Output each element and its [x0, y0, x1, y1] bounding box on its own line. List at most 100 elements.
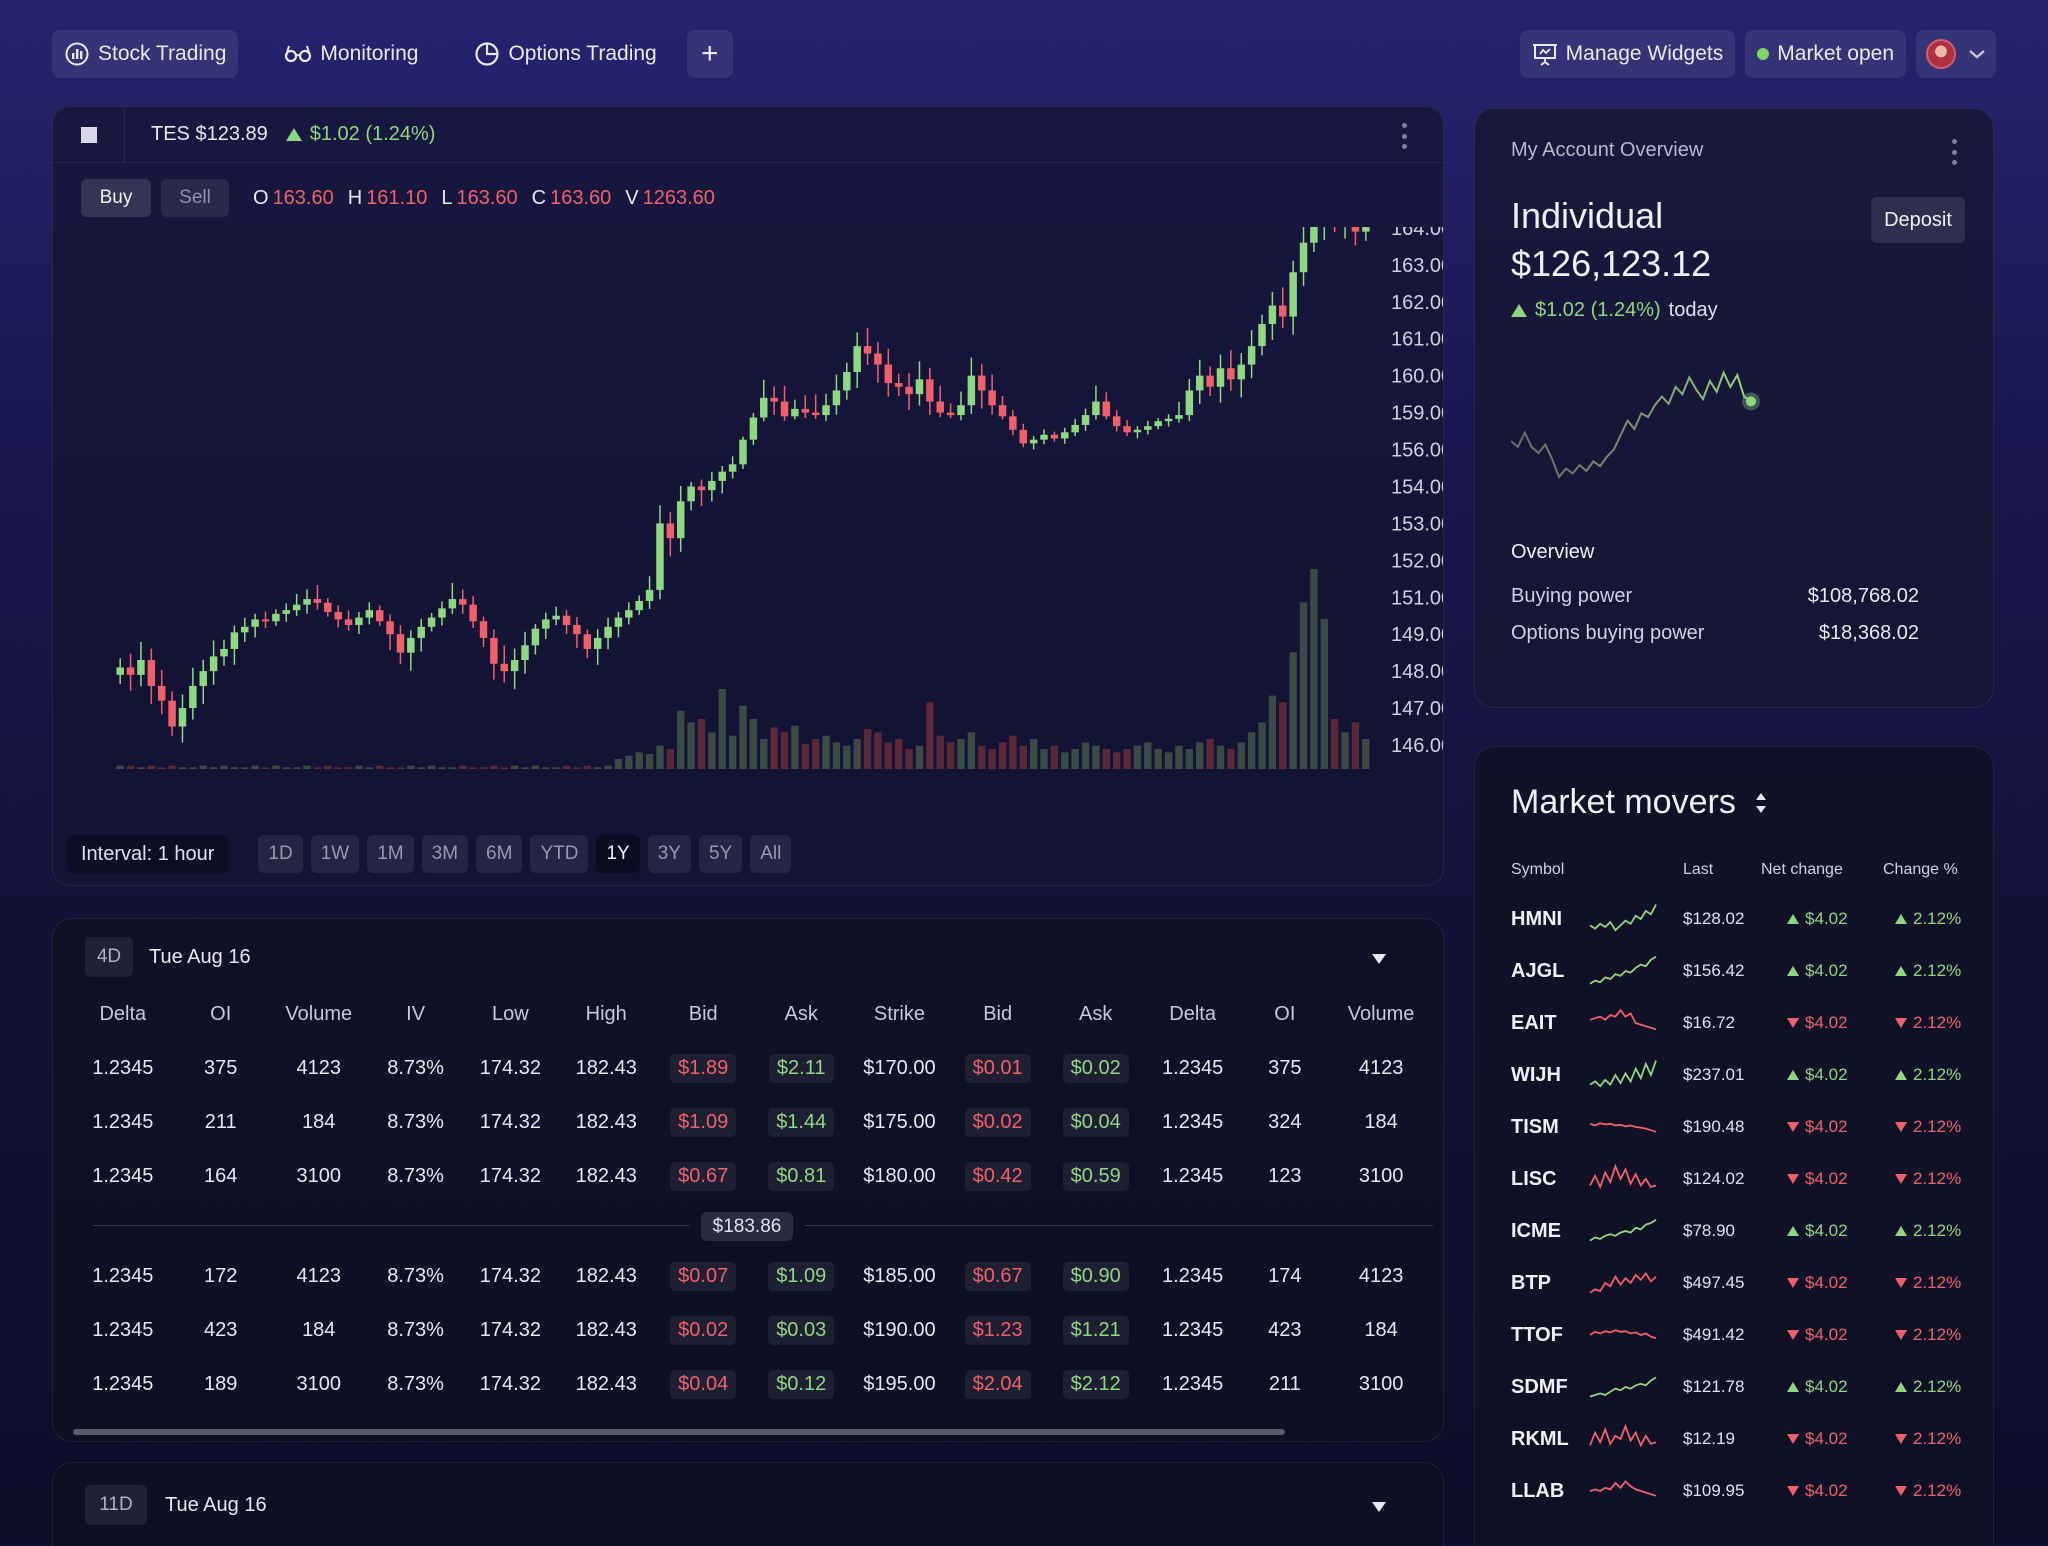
caret-down-icon[interactable]	[1371, 1501, 1387, 1513]
movers-header: Symbol Last Net change Change %	[1511, 861, 1971, 885]
option-row[interactable]: 1.2345 423 184 8.73% 174.32 182.43 $0.02 $0.03 $…	[73, 1303, 1433, 1357]
mover-row[interactable]: HMNI $128.02 $4.02 2.12%	[1511, 899, 1971, 939]
ohlcv-value: 163.60	[456, 186, 518, 209]
add-tab-button[interactable]: +	[686, 30, 733, 78]
sell-button[interactable]: Sell	[161, 179, 229, 217]
mover-row[interactable]: WIJH $237.01 $4.02 2.12%	[1511, 1055, 1971, 1095]
ask-value[interactable]: $0.03	[768, 1315, 835, 1345]
bid-value[interactable]: $1.09	[670, 1107, 737, 1137]
user-menu-button[interactable]	[1916, 30, 1996, 78]
market-status-label: Market open	[1777, 42, 1894, 65]
cell-value: $170.00	[863, 1056, 936, 1079]
mover-row[interactable]: ICME $78.90 $4.02 2.12%	[1511, 1211, 1971, 1251]
volume-bar	[220, 765, 228, 769]
mover-sparkline	[1589, 955, 1657, 985]
sparkline-path	[1589, 1376, 1657, 1398]
ohlcv-readout: O 163.60 H 161.10 L 163.60 C 163.60 V 1263.60	[253, 187, 715, 210]
option-row[interactable]: 1.2345 211 184 8.73% 174.32 182.43 $1.09 $1.44 $…	[73, 1095, 1433, 1149]
ask-value[interactable]: $1.09	[768, 1261, 835, 1291]
mover-row[interactable]: SDMF $121.78 $4.02 2.12%	[1511, 1367, 1971, 1407]
option-cell: 3100	[1329, 1357, 1433, 1411]
more-options-icon[interactable]	[1401, 123, 1407, 149]
mover-row[interactable]: AJGL $156.42 $4.02 2.12%	[1511, 951, 1971, 991]
ask-value[interactable]: $2.11	[768, 1053, 834, 1083]
mover-row[interactable]: BTP $497.45 $4.02 2.12%	[1511, 1263, 1971, 1303]
range-button-ytd[interactable]: YTD	[530, 835, 589, 873]
cell-value: $185.00	[863, 1264, 936, 1287]
ask-value[interactable]: $0.04	[1062, 1107, 1129, 1137]
chart-select-checkbox[interactable]	[53, 107, 125, 163]
bid-value[interactable]: $0.02	[964, 1107, 1031, 1137]
volume-bar	[189, 767, 197, 769]
ask-value[interactable]: $1.44	[768, 1107, 835, 1137]
bid-value[interactable]: $0.02	[670, 1315, 737, 1345]
option-row[interactable]: 1.2345 189 3100 8.73% 174.32 182.43 $0.04 $0.12…	[73, 1357, 1433, 1411]
cell-value: 8.73%	[387, 1372, 444, 1395]
ask-value[interactable]: $0.12	[768, 1369, 835, 1399]
candle	[822, 405, 830, 416]
y-tick-label: 162.00	[1391, 292, 1444, 314]
mover-net-change: $4.02	[1787, 1481, 1848, 1501]
volume-bar	[791, 725, 799, 769]
tab-options-trading[interactable]: Options Trading	[474, 30, 657, 78]
bid-value[interactable]: $0.42	[964, 1161, 1031, 1191]
bid-value[interactable]: $2.04	[964, 1369, 1031, 1399]
column-header: Delta	[99, 1002, 147, 1025]
mover-row[interactable]: RKML $12.19 $4.02 2.12%	[1511, 1419, 1971, 1459]
candle	[365, 610, 374, 618]
mover-row[interactable]: TTOF $491.42 $4.02 2.12%	[1511, 1315, 1971, 1355]
range-button-3m[interactable]: 3M	[421, 835, 469, 873]
bid-value[interactable]: $0.07	[670, 1261, 737, 1291]
deposit-button[interactable]: Deposit	[1871, 197, 1965, 243]
mover-row[interactable]: LLAB $109.95 $4.02 2.12%	[1511, 1471, 1971, 1511]
ask-value[interactable]: $0.02	[1062, 1053, 1129, 1083]
sort-icon[interactable]	[1754, 790, 1768, 816]
trend-down-icon	[1895, 1486, 1907, 1496]
option-row[interactable]: 1.2345 164 3100 8.73% 174.32 182.43 $0.67 $0.81…	[73, 1149, 1433, 1203]
tab-monitoring[interactable]: Monitoring	[284, 30, 418, 78]
manage-widgets-button[interactable]: Manage Widgets	[1519, 30, 1736, 78]
expiry-date: Tue Aug 16	[149, 945, 251, 968]
bid-value[interactable]: $0.67	[670, 1161, 737, 1191]
volume-bar	[521, 767, 529, 769]
volume-bar	[209, 767, 218, 769]
bid-value[interactable]: $1.89	[670, 1053, 737, 1083]
tab-stock-trading[interactable]: Stock Trading	[52, 30, 239, 78]
buy-button[interactable]: Buy	[81, 179, 151, 217]
mover-row[interactable]: LISC $124.02 $4.02 2.12%	[1511, 1159, 1971, 1199]
range-button-1y[interactable]: 1Y	[596, 835, 640, 873]
ask-value[interactable]: $0.81	[768, 1161, 835, 1191]
bid-value[interactable]: $0.04	[670, 1369, 737, 1399]
range-button-3y[interactable]: 3Y	[647, 835, 691, 873]
range-button-1m[interactable]: 1M	[367, 835, 414, 873]
interval-selector[interactable]: Interval: 1 hour	[67, 835, 229, 873]
candle	[978, 375, 986, 391]
trend-down-icon	[1787, 1018, 1799, 1028]
range-button-5y[interactable]: 5Y	[698, 835, 743, 873]
bid-value[interactable]: $0.01	[964, 1053, 1031, 1083]
y-tick-label: 159.00	[1391, 403, 1444, 425]
caret-down-icon[interactable]	[1371, 953, 1387, 965]
range-button-1d[interactable]: 1D	[258, 835, 303, 873]
expiry-days: 11D	[99, 1494, 133, 1515]
ask-value[interactable]: $1.21	[1062, 1315, 1129, 1345]
ask-value[interactable]: $0.59	[1062, 1161, 1129, 1191]
mover-row[interactable]: TISM $190.48 $4.02 2.12%	[1511, 1107, 1971, 1147]
mover-sparkline	[1589, 1376, 1657, 1398]
ask-value[interactable]: $2.12	[1062, 1369, 1129, 1399]
option-row[interactable]: 1.2345 172 4123 8.73% 174.32 182.43 $0.07 $1.09…	[73, 1249, 1433, 1303]
range-button-6m[interactable]: 6M	[476, 835, 523, 873]
bid-value[interactable]: $0.67	[964, 1261, 1031, 1291]
pct-value: 2.12%	[1913, 1481, 1962, 1500]
ask-value[interactable]: $0.90	[1062, 1261, 1129, 1291]
volume-bar	[459, 765, 467, 769]
option-row[interactable]: 1.2345 375 4123 8.73% 174.32 182.43 $1.89 $2.11…	[73, 1041, 1433, 1095]
volume-bar	[396, 767, 405, 769]
mover-row[interactable]: EAIT $16.72 $4.02 2.12%	[1511, 1003, 1971, 1043]
more-options-icon[interactable]	[1951, 139, 1957, 165]
horizontal-scrollbar[interactable]	[73, 1429, 1285, 1435]
range-button-all[interactable]: All	[750, 835, 792, 873]
sell-label: Sell	[179, 187, 211, 208]
range-button-1w[interactable]: 1W	[310, 835, 360, 873]
bid-value[interactable]: $1.23	[964, 1315, 1031, 1345]
